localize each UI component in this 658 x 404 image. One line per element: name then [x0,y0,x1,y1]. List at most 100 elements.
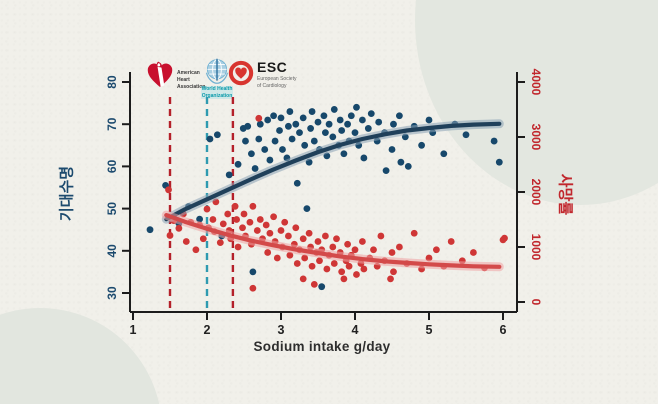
data-point-blue [330,106,338,113]
data-point-red [314,238,322,245]
data-point-red [396,243,403,251]
data-point-red [266,229,274,237]
data-point-blue [271,137,279,145]
data-point-blue [495,158,503,166]
x-tick-label: 2 [204,323,211,337]
right-tick-label: 2000 [529,179,543,206]
data-point-red [377,232,385,240]
data-point-red [387,275,394,283]
data-point-red [273,254,281,262]
data-point-blue [307,125,314,132]
data-point-blue [425,116,433,124]
data-point-blue [340,150,348,158]
logo-row: American Heart Association. World Health… [0,0,658,110]
data-point-blue [314,118,322,126]
aha-heart-torch-icon [147,61,173,87]
data-point-blue [303,205,311,213]
data-point-blue [251,165,259,172]
data-point-red [470,249,477,256]
data-point-red [301,254,309,262]
data-point-red [447,238,455,245]
right-tick-label: 0 [529,299,543,306]
data-point-red [209,216,217,223]
data-point-red [329,243,337,251]
data-point-blue [261,146,269,153]
data-point-red [255,114,263,122]
data-point-blue [390,120,397,128]
x-tick-label: 1 [130,323,137,337]
left-tick-label: 60 [105,159,119,173]
data-point-blue [336,116,344,124]
data-point-blue [225,171,233,179]
data-point-red [292,224,300,232]
data-point-blue [234,160,242,168]
right-tick-label: 4000 [529,69,543,96]
data-point-blue [310,137,318,145]
data-point-red [256,216,264,223]
data-point-blue [353,103,360,111]
who-logo-text: World Health Organization [200,86,234,99]
data-point-blue [293,179,301,187]
data-point-blue [338,127,346,134]
data-point-blue [277,114,285,122]
data-point-blue [292,120,300,128]
data-point-blue [462,131,470,139]
data-point-blue [322,129,329,137]
data-point-blue [375,118,383,126]
data-point-red [345,262,353,270]
data-point-red [388,249,396,256]
data-point-red [182,238,190,245]
data-point-blue [325,120,333,128]
data-point-red [253,227,261,234]
data-point-blue [279,146,286,153]
x-axis-title: Sodium intake g/day [253,339,391,354]
data-point-blue [404,163,412,170]
data-point-red [224,210,232,218]
data-point-red [240,210,248,218]
data-point-red [233,216,241,223]
data-point-red [501,234,508,242]
data-point-red [330,260,338,267]
data-point-red [239,224,246,232]
data-point-red [203,205,211,213]
trend-curve-blue [164,121,502,222]
data-point-blue [244,122,252,130]
data-point-red [285,232,292,240]
data-point-blue [344,120,351,128]
data-point-red [277,227,285,234]
esc-logo: ESC European Society of Cardiology [228,60,296,90]
data-point-blue [320,112,328,120]
data-point-red [433,246,440,254]
left-tick-label: 40 [105,244,119,258]
aha-logo: American Heart Association. [146,57,207,90]
data-point-red [192,246,200,254]
data-point-blue [264,116,272,124]
data-point-blue [288,135,296,143]
data-point-blue [248,150,255,158]
data-point-red [166,232,174,239]
data-point-red [370,246,377,254]
esc-heart-icon [228,60,254,86]
data-point-red [344,240,351,248]
data-point-blue [213,131,221,139]
right-tick-label: 3000 [529,124,543,151]
aha-logo-text: American Heart Association. [177,70,207,90]
data-point-blue [266,156,274,164]
data-point-red [351,246,359,254]
x-tick-label: 6 [500,323,507,337]
data-point-red [410,229,418,237]
data-point-blue [351,129,359,137]
data-point-red [281,218,289,226]
data-point-blue [256,120,264,128]
data-point-red [249,284,257,292]
x-tick-label: 4 [352,323,359,337]
data-point-blue [360,154,368,162]
data-point-blue [359,116,366,124]
data-point-blue [364,125,372,132]
data-point-blue [255,135,263,143]
left-axis-title: 기대수명 [58,165,76,222]
left-tick-label: 30 [105,286,119,300]
data-point-red [246,218,254,226]
data-point-red [299,235,307,243]
